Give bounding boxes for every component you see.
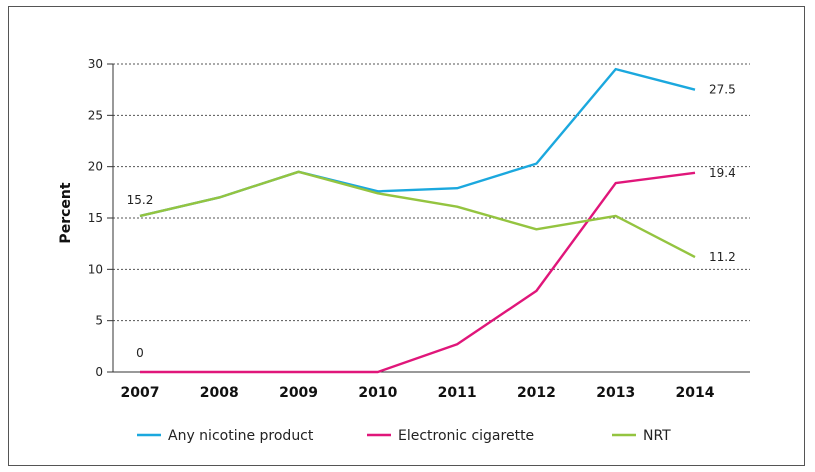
y-tick-label: 30 <box>88 57 103 71</box>
data-label: 15.2 <box>127 193 154 207</box>
y-tick-label: 20 <box>88 160 103 174</box>
series-line-nrt <box>139 170 696 259</box>
series-line-electronic-cigarette <box>140 171 696 374</box>
x-tick-label: 2009 <box>279 385 318 401</box>
x-tick-label: 2008 <box>200 385 239 401</box>
legend-label: NRT <box>643 428 671 444</box>
y-tick-label: 0 <box>95 365 103 379</box>
y-tick-label: 10 <box>88 262 103 276</box>
x-axis-ticks: 2007 2008 2009 2010 2011 2012 2013 2014 <box>121 385 715 401</box>
y-tick-label: 15 <box>88 211 103 225</box>
data-label: 27.5 <box>709 83 736 97</box>
x-tick-label: 2012 <box>517 385 556 401</box>
data-labels: 15.2 0 27.5 19.4 11.2 <box>127 83 736 360</box>
data-label: 0 <box>136 346 144 360</box>
x-tick-label: 2011 <box>438 385 477 401</box>
legend: Any nicotine product Electronic cigarette… <box>137 428 671 444</box>
legend-label: Electronic cigarette <box>398 428 534 444</box>
gridlines <box>113 63 750 322</box>
x-tick-label: 2013 <box>596 385 635 401</box>
data-label: 11.2 <box>709 250 736 264</box>
x-tick-label: 2007 <box>121 385 160 401</box>
series-lines <box>139 67 696 374</box>
legend-label: Any nicotine product <box>168 428 314 444</box>
y-tick-label: 5 <box>95 314 103 328</box>
y-axis-label: Percent <box>58 182 74 243</box>
y-tick-label: 25 <box>88 108 103 122</box>
x-tick-label: 2010 <box>358 385 397 401</box>
x-tick-label: 2014 <box>676 385 715 401</box>
y-axis-ticks: 0 5 10 15 20 25 30 <box>88 57 113 379</box>
series-line-any-nicotine-product <box>139 67 696 218</box>
data-label: 19.4 <box>709 166 736 180</box>
